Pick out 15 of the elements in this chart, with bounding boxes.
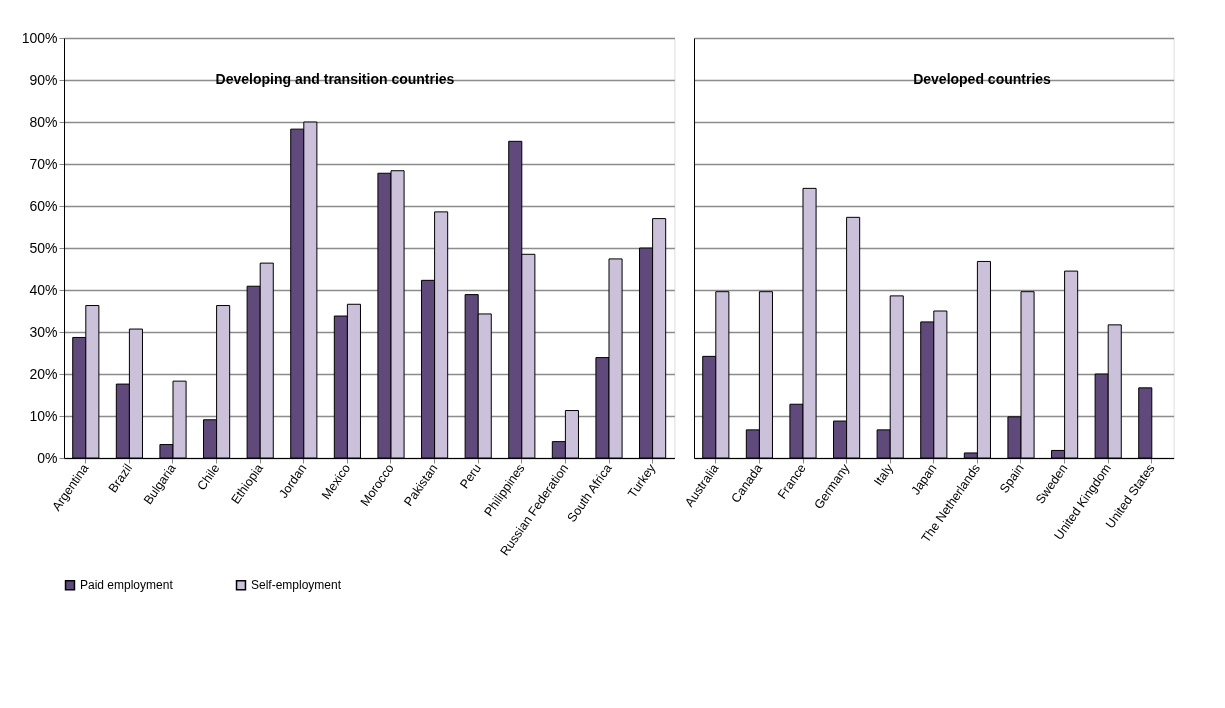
y-tick-label: 20%	[29, 365, 58, 382]
y-tick-label: 100%	[21, 29, 58, 46]
y-tick-label: 70%	[29, 155, 58, 172]
y-tick-label: 60%	[29, 197, 58, 214]
y-tick-label: 0%	[37, 449, 58, 466]
annotation: Developed countries	[913, 71, 1052, 87]
y-tick-label: 90%	[29, 71, 58, 88]
y-tick-label: 40%	[29, 281, 58, 298]
y-tick-label: 50%	[29, 239, 58, 256]
legend-label: Self-employment	[251, 578, 342, 593]
legend-label: Paid employment	[80, 578, 174, 593]
y-tick-label: 10%	[29, 407, 58, 424]
y-tick-label: 30%	[29, 323, 58, 340]
annotation: Developing and transition countries	[215, 71, 455, 87]
y-tick-label: 80%	[29, 113, 58, 130]
